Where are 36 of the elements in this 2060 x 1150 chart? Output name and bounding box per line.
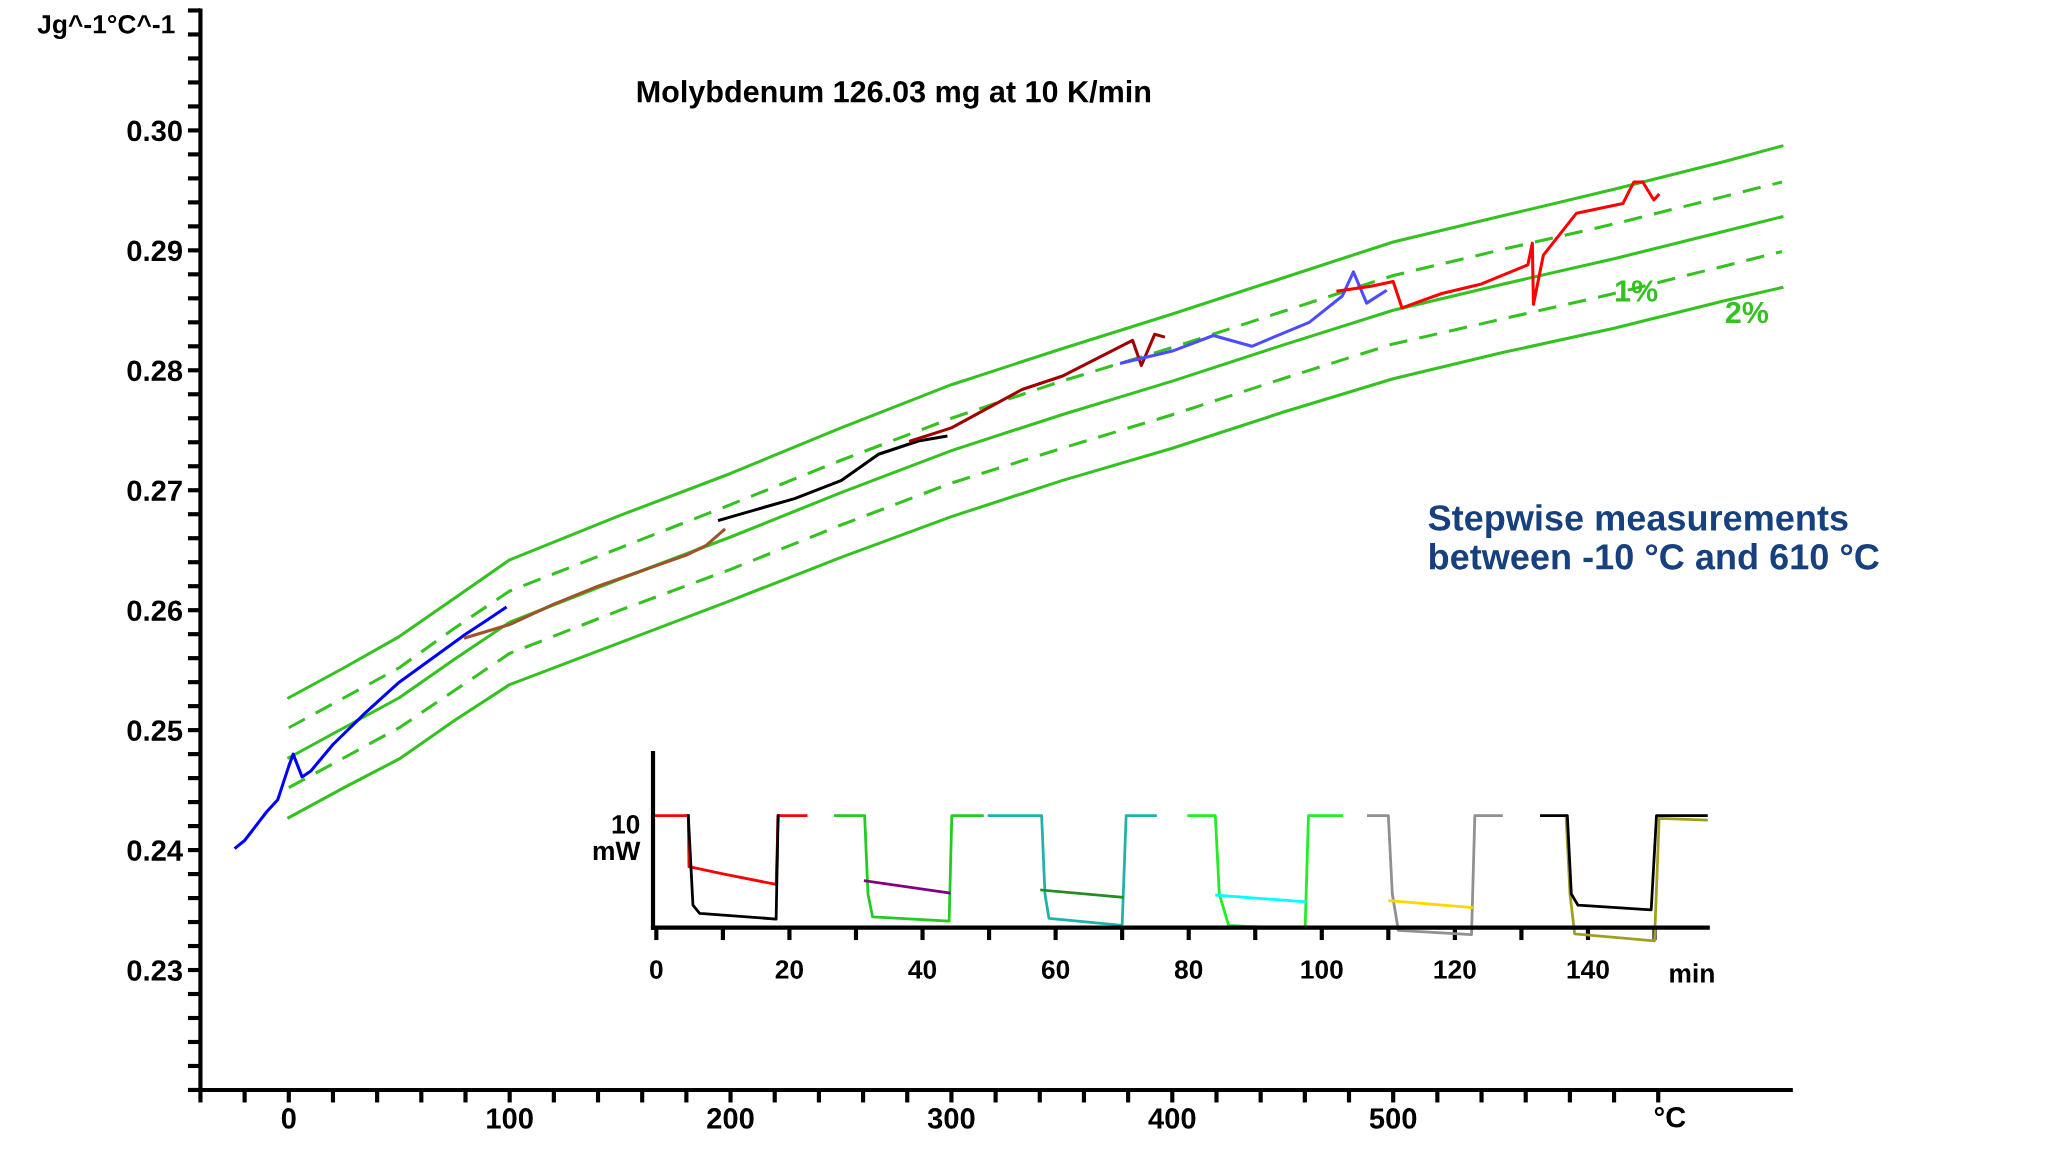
y-tick-label: 0.23 — [127, 960, 183, 981]
y-tick-label: 0.30 — [127, 120, 182, 142]
y-axis-title: 10 mW — [593, 815, 641, 860]
x-tick-label: 0 — [650, 960, 663, 979]
text: Molybdenum 126.03 mg at 10 K/min — [637, 80, 1151, 109]
x-axis-title: min — [1670, 963, 1714, 983]
x-tick-label: 500 — [1369, 1108, 1417, 1129]
annotation: 2% — [1725, 301, 1769, 324]
x-tick-label: 120 — [1434, 960, 1476, 979]
y-tick-label: 0.24 — [127, 840, 183, 861]
annotation: Stepwise measurements between -10 °C and 610 °C — [1428, 504, 1879, 570]
x-tick-label: 80 — [1174, 960, 1203, 979]
x-tick-label: 0 — [281, 1108, 296, 1129]
y-tick-label: 0.29 — [127, 240, 182, 262]
line-series — [717, 434, 948, 522]
line-series — [1336, 180, 1660, 310]
line-series — [234, 606, 507, 850]
x-tick-label: 300 — [927, 1108, 975, 1129]
x-tick-label: 100 — [487, 1108, 533, 1129]
x-tick-label: 400 — [1148, 1108, 1196, 1129]
line-series — [909, 332, 1165, 443]
y-tick-label: 0.28 — [127, 360, 183, 382]
y-tick-label: 0.27 — [127, 480, 182, 502]
line-series — [463, 528, 726, 640]
y-axis-title: Jg^-1°C^-1 — [37, 14, 175, 39]
x-tick-label: 140 — [1567, 960, 1609, 979]
y-tick-label: 0.26 — [127, 600, 183, 622]
x-tick-label: 40 — [908, 960, 937, 979]
y-tick-label: 0.25 — [127, 720, 183, 741]
x-tick-label: 100 — [1301, 960, 1343, 979]
x-tick-label: 20 — [775, 960, 804, 979]
line-series — [1119, 270, 1387, 365]
annotation: 1% — [1615, 280, 1658, 302]
x-tick-label: 200 — [707, 1108, 754, 1129]
x-axis-title: °C — [1654, 1106, 1686, 1128]
x-tick-label: 60 — [1041, 960, 1070, 979]
